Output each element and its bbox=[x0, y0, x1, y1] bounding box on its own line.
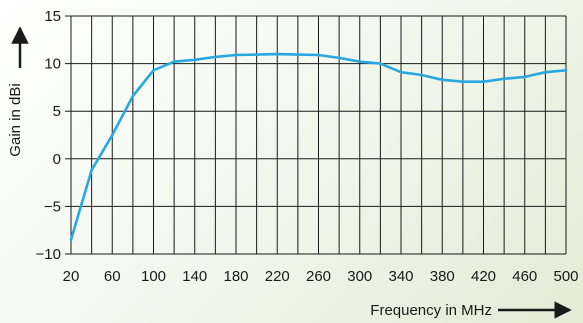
data-point bbox=[69, 238, 73, 242]
data-point bbox=[337, 56, 341, 60]
data-point bbox=[234, 53, 238, 57]
data-point bbox=[440, 78, 444, 82]
data-point bbox=[110, 133, 114, 137]
x-tick-label: 100 bbox=[141, 268, 166, 285]
x-axis-label-group: Frequency in MHz bbox=[370, 301, 572, 319]
data-point bbox=[152, 68, 155, 72]
series-layer bbox=[69, 52, 568, 242]
x-tick-label: 60 bbox=[104, 268, 121, 285]
x-tick-label: 260 bbox=[306, 268, 331, 285]
data-point bbox=[358, 60, 362, 63]
x-tick-label: 380 bbox=[430, 268, 455, 285]
data-point bbox=[502, 77, 506, 81]
x-tick-label: 460 bbox=[512, 268, 537, 285]
data-point bbox=[131, 94, 135, 98]
data-point bbox=[255, 53, 258, 56]
x-tick-label: 20 bbox=[63, 268, 80, 285]
data-point bbox=[523, 75, 527, 79]
data-point bbox=[420, 73, 423, 77]
data-point bbox=[90, 168, 93, 172]
data-point bbox=[461, 80, 465, 83]
data-point bbox=[275, 52, 279, 56]
x-axis-label: Frequency in MHz bbox=[370, 302, 492, 319]
y-tick-label: 10 bbox=[44, 56, 61, 73]
grid bbox=[65, 15, 567, 255]
x-tick-label: 300 bbox=[347, 268, 372, 285]
y-tick-label: 5 bbox=[53, 103, 61, 120]
data-point bbox=[482, 80, 485, 83]
x-tick-label: 140 bbox=[182, 268, 207, 285]
x-tick-label: 340 bbox=[388, 268, 413, 285]
y-tick-label: −5 bbox=[44, 198, 61, 215]
x-tick-label: 220 bbox=[265, 268, 290, 285]
data-point bbox=[399, 70, 403, 74]
y-tick-label: −10 bbox=[36, 246, 61, 263]
data-point bbox=[296, 53, 300, 56]
x-tick-label: 420 bbox=[471, 268, 496, 285]
y-tick-label: 0 bbox=[53, 151, 61, 168]
y-axis-label: Gain in dBi bbox=[7, 83, 24, 156]
x-tick-label: 180 bbox=[223, 268, 248, 285]
x-tick-label: 500 bbox=[553, 268, 578, 285]
data-point bbox=[172, 60, 176, 63]
data-point bbox=[193, 58, 197, 62]
data-point bbox=[564, 68, 568, 72]
data-point bbox=[379, 62, 382, 65]
data-point bbox=[214, 55, 217, 59]
data-point bbox=[544, 70, 547, 74]
data-point bbox=[317, 53, 320, 57]
y-axis-label-group: Gain in dBi bbox=[7, 26, 29, 157]
y-tick-label: 15 bbox=[44, 8, 61, 25]
